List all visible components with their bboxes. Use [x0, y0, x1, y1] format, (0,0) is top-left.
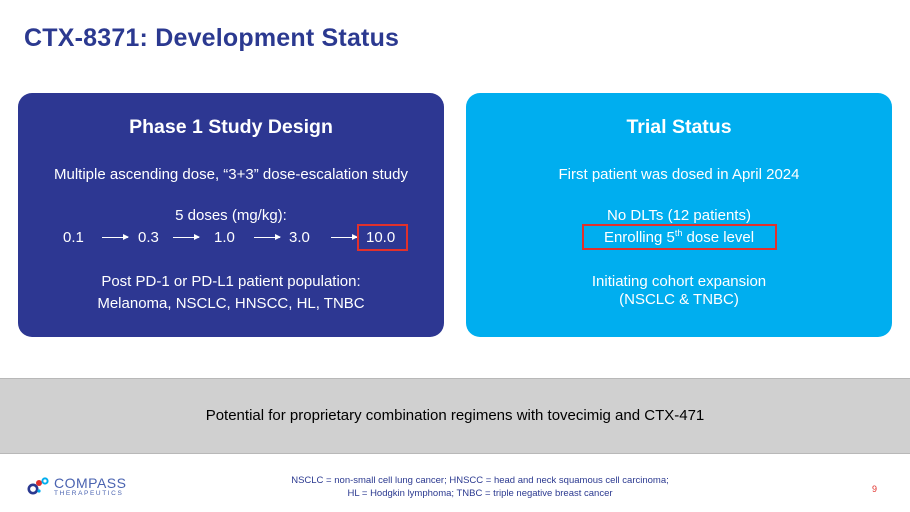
trial-status-card: Trial Status First patient was dosed in … [466, 93, 892, 337]
study-design-card: Phase 1 Study Design Multiple ascending … [18, 93, 444, 337]
enrolling-superscript: th [674, 228, 683, 238]
trial-status-title: Trial Status [626, 116, 732, 138]
combination-banner: Potential for proprietary combination re… [0, 378, 910, 454]
dose-value: 1.0 [214, 229, 235, 246]
banner-text: Potential for proprietary combination re… [205, 407, 705, 424]
current-dose-highlight [357, 224, 408, 251]
logo-wordmark: COMPASS [54, 475, 127, 491]
footnote-line-1: NSCLC = non-small cell lung cancer; HNSC… [291, 475, 669, 486]
footnote-line-2: HL = Hodgkin lymphoma; TNBC = triple neg… [347, 488, 613, 499]
cohort-indications-text: (NSCLC & TNBC) [619, 291, 739, 308]
abbreviations-footnote: NSCLC = non-small cell lung cancer; HNSC… [230, 474, 730, 500]
dose-escalation-row: 0.1 0.3 1.0 3.0 10.0 [18, 228, 444, 248]
dose-value: 3.0 [289, 229, 310, 246]
enrolling-text: Enrolling 5th dose level [466, 229, 892, 247]
page-number: 9 [872, 484, 878, 494]
dose-value: 0.3 [138, 229, 159, 246]
slide-title: CTX-8371: Development Status [24, 24, 400, 52]
compass-logo-icon [27, 477, 49, 495]
company-logo: COMPASS THERAPEUTICS [26, 474, 136, 498]
arrow-right-icon [173, 234, 200, 240]
cohort-expansion-text: Initiating cohort expansion [591, 273, 767, 290]
arrow-right-icon [254, 234, 281, 240]
arrow-right-icon [102, 234, 129, 240]
doses-label: 5 doses (mg/kg): [175, 207, 287, 224]
enrolling-suffix: dose level [682, 229, 755, 246]
no-dlts-text: No DLTs (12 patients) [607, 207, 751, 224]
logo-subtitle: THERAPEUTICS [54, 490, 124, 497]
enrolling-prefix: Enrolling 5 [603, 229, 675, 246]
population-label: Post PD-1 or PD-L1 patient population: [101, 273, 361, 290]
dose-value: 0.1 [63, 229, 84, 246]
first-patient-text: First patient was dosed in April 2024 [558, 166, 800, 183]
study-type-text: Multiple ascending dose, “3+3” dose-esca… [54, 166, 408, 183]
population-text: Melanoma, NSCLC, HNSCC, HL, TNBC [97, 295, 365, 312]
enrolling-highlight [582, 224, 777, 250]
arrow-right-icon [331, 234, 358, 240]
study-design-title: Phase 1 Study Design [129, 116, 333, 138]
dose-value: 10.0 [366, 229, 396, 246]
